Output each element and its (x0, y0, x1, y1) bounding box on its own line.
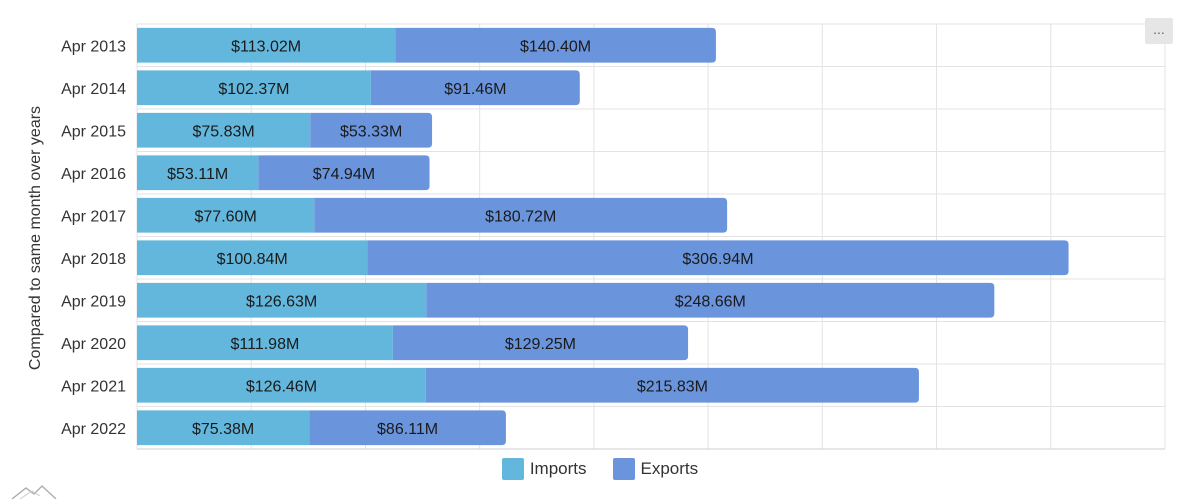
bar-exports-apr-2017[interactable] (314, 197, 728, 233)
category-label: Apr 2022 (61, 421, 126, 438)
category-label: Apr 2019 (61, 293, 126, 310)
data-label: $129.25M (505, 336, 576, 353)
data-label: $180.72M (485, 208, 556, 225)
category-label: Apr 2017 (61, 208, 126, 225)
legend-swatch-imports (501, 458, 524, 480)
data-label: $91.46M (444, 81, 506, 98)
bar-imports-apr-2015[interactable] (137, 112, 311, 148)
data-label: $100.84M (217, 251, 288, 268)
data-label: $113.02M (231, 38, 301, 55)
bars: $113.02M $140.40M $102.37M $91.46M $75.83M $5… (137, 27, 1069, 446)
legend-swatch-exports (612, 458, 635, 480)
bar-chart: $113.02M $140.40M $102.37M $91.46M $75.83M $5… (27, 23, 1166, 450)
bar-exports-apr-2018[interactable] (367, 240, 1069, 276)
bar-exports-apr-2013[interactable] (395, 27, 716, 63)
bar-imports-apr-2020[interactable] (137, 325, 393, 361)
bar-exports-apr-2015[interactable] (310, 112, 433, 148)
data-label: $86.11M (377, 421, 438, 438)
category-label: Apr 2015 (61, 123, 126, 140)
data-label: $102.37M (218, 81, 289, 98)
category-label: Apr 2018 (61, 251, 126, 268)
category-labels: Apr 2013 Apr 2014 Apr 2015 Apr 2016 Apr 2017… (61, 38, 126, 438)
data-label: $126.63M (246, 293, 317, 310)
data-label: $74.94M (313, 166, 375, 183)
y-axis-label: Compared to same month over years (27, 106, 44, 370)
bar-exports-apr-2019[interactable] (426, 282, 995, 318)
data-label: $306.94M (682, 251, 753, 268)
bar-exports-apr-2014[interactable] (370, 70, 580, 106)
bar-imports-apr-2014[interactable] (137, 70, 371, 106)
bar-exports-apr-2022[interactable] (309, 410, 506, 446)
data-label: $75.83M (192, 123, 254, 140)
bar-imports-apr-2019[interactable] (137, 282, 427, 318)
bar-imports-apr-2013[interactable] (137, 27, 396, 63)
data-label: $53.11M (167, 166, 228, 183)
data-label: $77.60M (195, 208, 257, 225)
legend-item-exports[interactable]: Exports (612, 458, 699, 480)
legend: Imports Exports (0, 455, 1200, 483)
legend-label-imports: Imports (529, 459, 587, 478)
bar-imports-apr-2022[interactable] (137, 410, 310, 446)
category-label: Apr 2016 (61, 166, 126, 183)
chart-menu-button[interactable]: ... (1145, 18, 1173, 44)
legend-label-exports: Exports (640, 459, 699, 478)
bar-imports-apr-2021[interactable] (137, 367, 426, 403)
data-label: $126.46M (246, 378, 317, 395)
data-label: $111.98M (231, 336, 300, 353)
bar-imports-apr-2016[interactable] (137, 155, 259, 191)
grid-lines (136, 23, 1166, 450)
bar-exports-apr-2016[interactable] (258, 155, 430, 191)
data-label: $53.33M (340, 123, 402, 140)
mountain-logo-icon (11, 485, 57, 499)
category-label: Apr 2013 (61, 38, 126, 55)
bar-exports-apr-2020[interactable] (392, 325, 689, 361)
category-label: Apr 2021 (61, 378, 126, 395)
legend-item-imports[interactable]: Imports (501, 458, 587, 480)
category-label: Apr 2020 (61, 336, 126, 353)
category-label: Apr 2014 (61, 81, 126, 98)
data-label: $215.83M (637, 378, 708, 395)
data-label: $248.66M (675, 293, 746, 310)
bar-exports-apr-2021[interactable] (425, 367, 919, 403)
data-label: $75.38M (192, 421, 254, 438)
bar-imports-apr-2018[interactable] (137, 240, 368, 276)
bar-imports-apr-2017[interactable] (137, 197, 315, 233)
data-label: $140.40M (520, 38, 591, 55)
